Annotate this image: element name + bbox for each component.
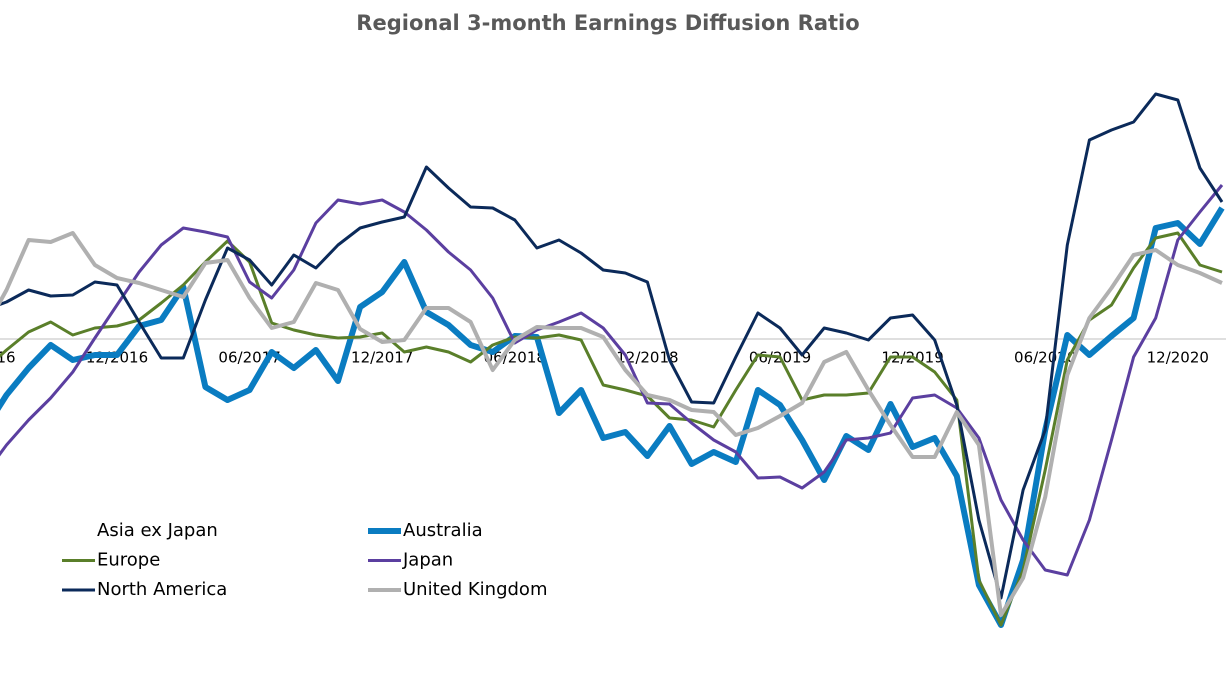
series-line	[0, 231, 1223, 617]
legend-label: United Kingdom	[403, 579, 547, 600]
x-tick-label: 12/2018	[616, 349, 678, 367]
legend-label: Europe	[97, 550, 160, 571]
series-line	[0, 206, 1225, 628]
series-line	[0, 92, 1224, 600]
legend-label: Australia	[403, 520, 483, 541]
legend-label: North America	[97, 579, 227, 600]
x-tick-label: 12/2020	[1147, 349, 1209, 367]
x-tick-label: 12/2017	[351, 349, 413, 367]
chart-title: Regional 3-month Earnings Diffusion Rati…	[356, 11, 859, 35]
x-tick-label: 06/2016	[0, 349, 16, 367]
legend-label: Japan	[402, 550, 453, 571]
legend-label: Asia ex Japan	[97, 520, 218, 541]
